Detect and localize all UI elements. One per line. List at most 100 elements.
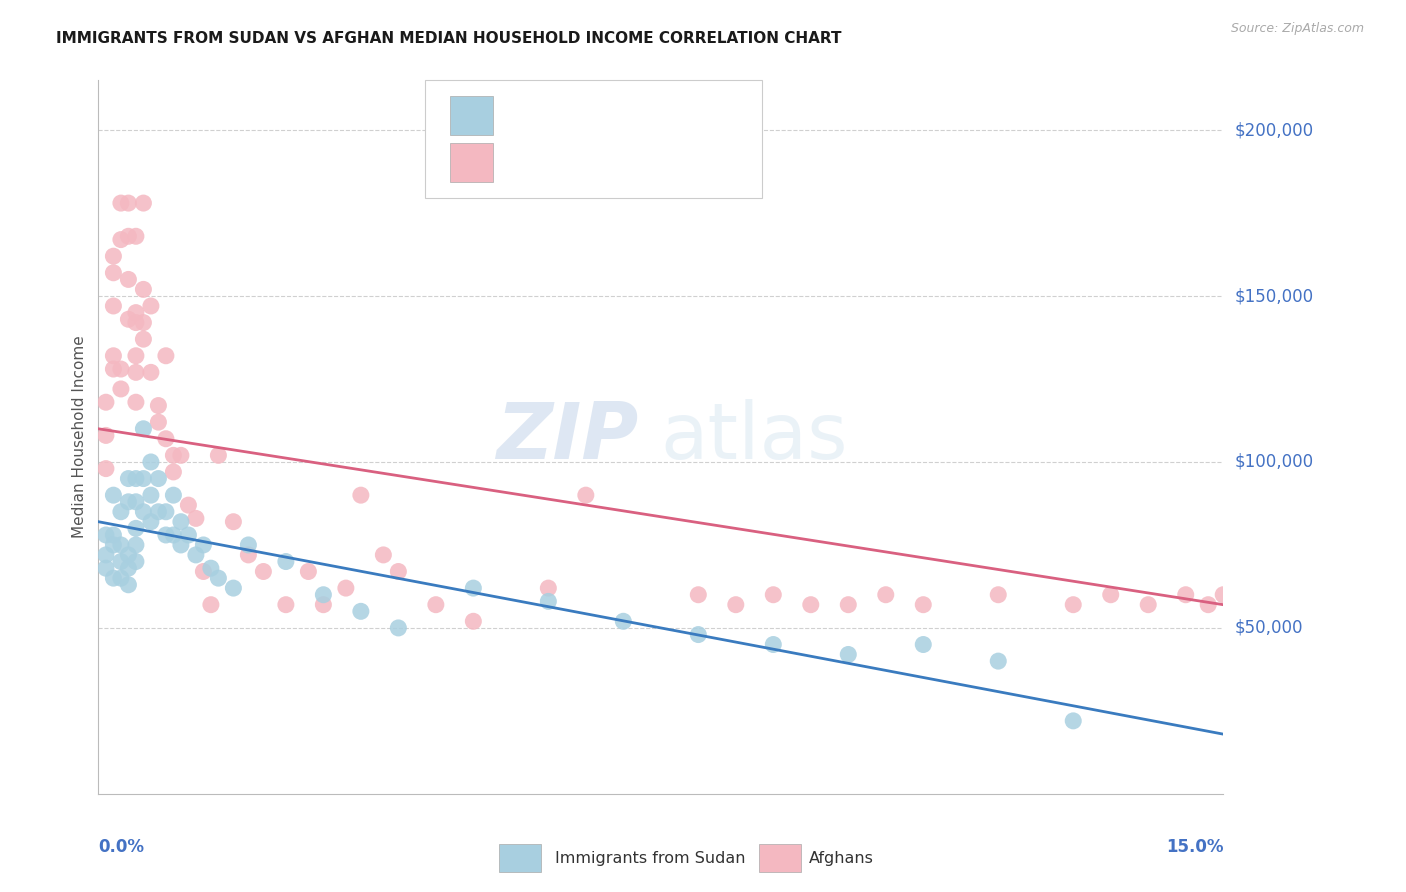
Point [155, 505, 177, 519]
Point [94, 548, 117, 562]
Text: atlas: atlas [661, 399, 848, 475]
Point [274, 555, 297, 569]
Point [117, 548, 139, 562]
Point [155, 349, 177, 363]
Point [200, 561, 222, 575]
Point [132, 196, 155, 211]
Text: Afghans: Afghans [808, 851, 873, 865]
Point [193, 565, 215, 579]
Point [117, 561, 139, 575]
Text: $50,000: $50,000 [1234, 619, 1303, 637]
Point [139, 299, 162, 313]
Point [350, 488, 373, 502]
Point [94, 461, 117, 475]
Point [148, 472, 170, 486]
Point [162, 488, 184, 502]
Point [139, 515, 162, 529]
Point [575, 488, 598, 502]
Point [207, 448, 229, 462]
Point [177, 528, 200, 542]
Point [987, 654, 1010, 668]
Point [94, 428, 117, 442]
Point [125, 316, 148, 330]
Point [139, 455, 162, 469]
Point [117, 578, 139, 592]
Y-axis label: Median Household Income: Median Household Income [72, 335, 87, 539]
Point [94, 561, 117, 575]
Point [125, 229, 148, 244]
Point [155, 432, 177, 446]
Point [148, 415, 170, 429]
Point [297, 565, 319, 579]
Point [94, 528, 117, 542]
Point [688, 627, 710, 641]
Point [103, 249, 125, 263]
FancyBboxPatch shape [450, 143, 494, 182]
Point [335, 581, 357, 595]
Point [155, 528, 177, 542]
Point [1212, 588, 1234, 602]
Point [132, 282, 155, 296]
Point [612, 615, 634, 629]
Point [688, 588, 710, 602]
Point [139, 488, 162, 502]
Point [184, 548, 207, 562]
Point [103, 349, 125, 363]
Point [117, 495, 139, 509]
Point [207, 571, 229, 585]
Point [110, 555, 132, 569]
Point [1062, 714, 1084, 728]
Point [387, 565, 409, 579]
Point [110, 382, 132, 396]
Point [162, 528, 184, 542]
Point [110, 571, 132, 585]
Point [117, 472, 139, 486]
Point [170, 448, 193, 462]
Point [184, 511, 207, 525]
Point [103, 362, 125, 376]
Text: 0.0%: 0.0% [98, 838, 145, 856]
Text: 15.0%: 15.0% [1166, 838, 1223, 856]
Point [222, 581, 245, 595]
Text: R = -0.465   N = 55: R = -0.465 N = 55 [510, 107, 702, 125]
Point [238, 538, 260, 552]
Point [139, 365, 162, 379]
Point [170, 515, 193, 529]
Point [762, 638, 785, 652]
Point [537, 594, 560, 608]
Point [425, 598, 447, 612]
Text: R = -0.260   N = 73: R = -0.260 N = 73 [510, 153, 702, 171]
Point [117, 312, 139, 326]
Point [912, 598, 935, 612]
Point [1099, 588, 1122, 602]
Point [1197, 598, 1219, 612]
Point [373, 548, 395, 562]
Point [117, 196, 139, 211]
Point [94, 395, 117, 409]
Point [200, 598, 222, 612]
Point [125, 538, 148, 552]
Point [110, 505, 132, 519]
Point [274, 598, 297, 612]
Text: Source: ZipAtlas.com: Source: ZipAtlas.com [1230, 22, 1364, 36]
Point [912, 638, 935, 652]
Point [110, 196, 132, 211]
Point [312, 588, 335, 602]
Point [463, 581, 485, 595]
Text: IMMIGRANTS FROM SUDAN VS AFGHAN MEDIAN HOUSEHOLD INCOME CORRELATION CHART: IMMIGRANTS FROM SUDAN VS AFGHAN MEDIAN H… [56, 31, 842, 46]
Point [800, 598, 823, 612]
Point [463, 615, 485, 629]
Text: ZIP: ZIP [496, 399, 638, 475]
Point [125, 395, 148, 409]
Point [162, 465, 184, 479]
Point [170, 538, 193, 552]
Point [875, 588, 897, 602]
Point [125, 555, 148, 569]
Point [132, 472, 155, 486]
Point [125, 349, 148, 363]
Point [162, 448, 184, 462]
Text: $150,000: $150,000 [1234, 287, 1313, 305]
Point [132, 332, 155, 346]
Point [837, 598, 859, 612]
Point [103, 571, 125, 585]
